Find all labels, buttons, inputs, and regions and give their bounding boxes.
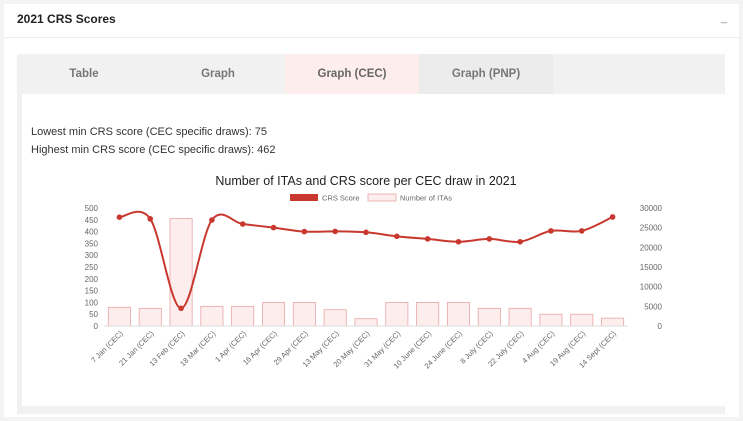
- highest-score-text: Highest min CRS score (CEC specific draw…: [31, 144, 276, 156]
- tab-panel: Table Graph Graph (CEC) Graph (PNP) Lowe…: [17, 54, 725, 414]
- itas-bar: [601, 317, 625, 327]
- y-right-tick-label: 20000: [640, 243, 663, 252]
- tab-graph-cec[interactable]: Graph (CEC): [285, 54, 419, 94]
- tab-content: Lowest min CRS score (CEC specific draws…: [22, 94, 725, 406]
- itas-bar: [354, 318, 378, 327]
- crs-score-point: [332, 228, 338, 235]
- legend-swatch-itas: [367, 193, 397, 202]
- itas-bar: [539, 313, 563, 327]
- card-header: 2021 CRS Scores _: [4, 4, 739, 38]
- itas-bar: [446, 301, 470, 327]
- itas-bar: [508, 307, 532, 327]
- crs-score-point: [270, 224, 277, 231]
- chart-title: Number of ITAs and CRS score per CEC dra…: [215, 174, 516, 188]
- y-left-tick-label: 150: [85, 287, 99, 296]
- y-right-tick-label: 10000: [640, 283, 663, 292]
- itas-bar: [570, 313, 594, 327]
- crs-score-point: [116, 214, 123, 221]
- y-left-tick-label: 100: [85, 298, 99, 307]
- y-right-tick-label: 15000: [640, 263, 663, 272]
- minimize-icon[interactable]: _: [720, 12, 727, 24]
- lowest-score-text: Lowest min CRS score (CEC specific draws…: [31, 126, 267, 138]
- crs-score-point: [517, 238, 523, 245]
- itas-bar: [323, 309, 347, 327]
- y-left-tick-label: 200: [85, 275, 99, 284]
- y-left-tick-label: 300: [85, 251, 99, 260]
- tab-table[interactable]: Table: [69, 68, 99, 80]
- legend-swatch-crs: [290, 194, 318, 201]
- y-right-tick-label: 30000: [640, 204, 663, 213]
- crs-score-point: [548, 228, 554, 234]
- crs-score-point: [209, 217, 215, 223]
- itas-bar: [262, 301, 286, 327]
- crs-score-point: [394, 233, 400, 240]
- y-right-tick-label: 0: [658, 322, 663, 331]
- y-left-tick-label: 0: [94, 322, 99, 331]
- crs-score-line: [119, 210, 614, 310]
- crs-scores-card: 2021 CRS Scores _ Table Graph Graph (CEC…: [4, 4, 739, 417]
- y-left-tick-label: 350: [85, 239, 99, 248]
- crs-score-point: [239, 221, 246, 227]
- itas-bar: [385, 302, 409, 327]
- crs-score-point: [301, 228, 308, 235]
- tab-graph[interactable]: Graph: [201, 68, 235, 80]
- itas-bar: [200, 305, 224, 327]
- itas-bar: [107, 306, 131, 327]
- y-left-tick-label: 50: [89, 310, 98, 319]
- y-left-tick-label: 400: [85, 228, 99, 237]
- legend-label-itas: Number of ITAs: [400, 194, 452, 203]
- crs-score-point: [609, 214, 616, 220]
- y-right-tick-label: 5000: [644, 302, 662, 311]
- crs-score-point: [178, 305, 184, 312]
- crs-score-point: [486, 236, 493, 242]
- itas-bar: [138, 307, 162, 327]
- itas-bar: [416, 301, 440, 327]
- itas-crs-combo-chart: Number of ITAs and CRS score per CEC dra…: [85, 174, 663, 370]
- itas-bar: [231, 305, 255, 327]
- crs-score-point: [424, 236, 431, 242]
- card-title: 2021 CRS Scores: [17, 12, 116, 26]
- y-left-tick-label: 250: [85, 263, 99, 272]
- crs-score-point: [363, 229, 369, 236]
- crs-score-point: [147, 216, 154, 222]
- crs-score-point: [578, 228, 585, 234]
- tab-graph-pnp[interactable]: Graph (PNP): [419, 54, 553, 94]
- itas-bar: [292, 301, 316, 327]
- tab-bar: Table Graph Graph (CEC) Graph (PNP): [17, 54, 553, 94]
- crs-score-point: [455, 238, 462, 245]
- y-left-tick-label: 450: [85, 216, 99, 225]
- y-right-tick-label: 25000: [640, 224, 663, 233]
- y-left-tick-label: 500: [85, 204, 99, 213]
- legend-label-crs: CRS Score: [322, 194, 360, 203]
- itas-bar: [477, 307, 501, 327]
